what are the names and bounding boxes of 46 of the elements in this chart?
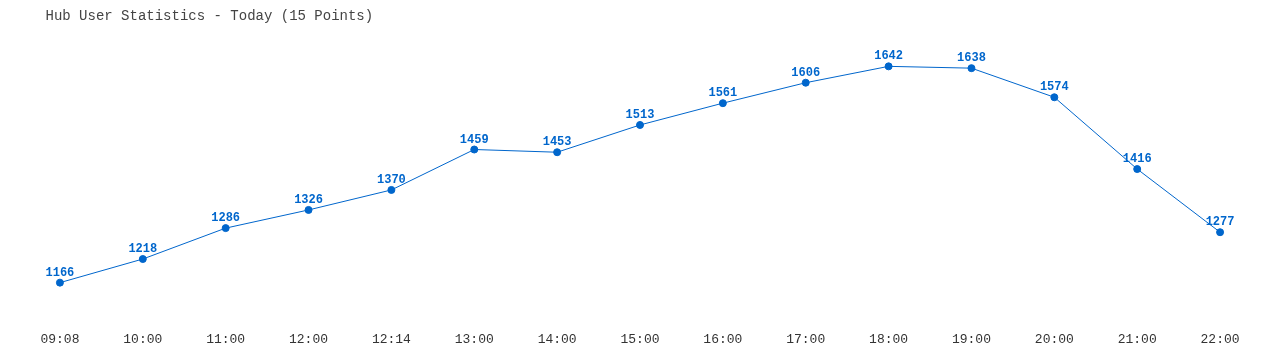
data-label: 1638 xyxy=(957,51,986,66)
x-tick-label: 19:00 xyxy=(951,331,991,347)
x-tick-label: 12:00 xyxy=(289,331,329,347)
point xyxy=(636,120,644,129)
point xyxy=(1050,93,1059,102)
data-label: 1574 xyxy=(1039,80,1069,95)
x-tick-label: 15:00 xyxy=(620,331,660,347)
point xyxy=(221,224,230,233)
data-label: 1277 xyxy=(1205,215,1235,230)
x-tick-label: 21:00 xyxy=(1117,331,1157,347)
x-tick-label: 17:00 xyxy=(786,331,826,347)
x-tick-label: 18:00 xyxy=(869,331,909,347)
data-label: 1453 xyxy=(542,135,572,150)
point xyxy=(470,145,479,154)
data-label: 1370 xyxy=(377,172,406,187)
data-label: 1513 xyxy=(625,107,655,122)
data-label: 1606 xyxy=(791,65,821,80)
point xyxy=(884,62,893,71)
data-label: 1642 xyxy=(874,49,904,64)
data-label: 1166 xyxy=(45,265,75,280)
x-tick-label: 11:00 xyxy=(206,331,246,347)
data-label: 1326 xyxy=(294,192,323,207)
point xyxy=(387,185,396,194)
data-label: 1218 xyxy=(128,242,158,257)
data-label: 1416 xyxy=(1122,152,1152,167)
point xyxy=(138,255,147,264)
x-tick-label: 10:00 xyxy=(123,331,163,347)
x-tick-label: 20:00 xyxy=(1034,331,1074,347)
point xyxy=(718,99,727,108)
chart-title: Hub User Statistics - Today (15 Points) xyxy=(45,7,374,24)
point xyxy=(1216,228,1225,237)
x-tick-label: 12:14 xyxy=(371,331,412,347)
data-label: 1561 xyxy=(708,86,738,101)
x-tick-label: 16:00 xyxy=(703,331,743,347)
x-tick-label: 22:00 xyxy=(1200,331,1240,347)
x-tick-label: 09:08 xyxy=(40,331,80,347)
point xyxy=(304,205,313,214)
data-label: 1286 xyxy=(211,211,241,226)
x-tick-label: 13:00 xyxy=(454,331,494,347)
point xyxy=(801,78,810,87)
data-label: 1459 xyxy=(459,132,489,147)
point xyxy=(1133,165,1142,174)
point xyxy=(55,278,64,287)
point xyxy=(967,64,976,73)
x-tick-label: 14:00 xyxy=(537,331,577,347)
point xyxy=(553,148,562,157)
